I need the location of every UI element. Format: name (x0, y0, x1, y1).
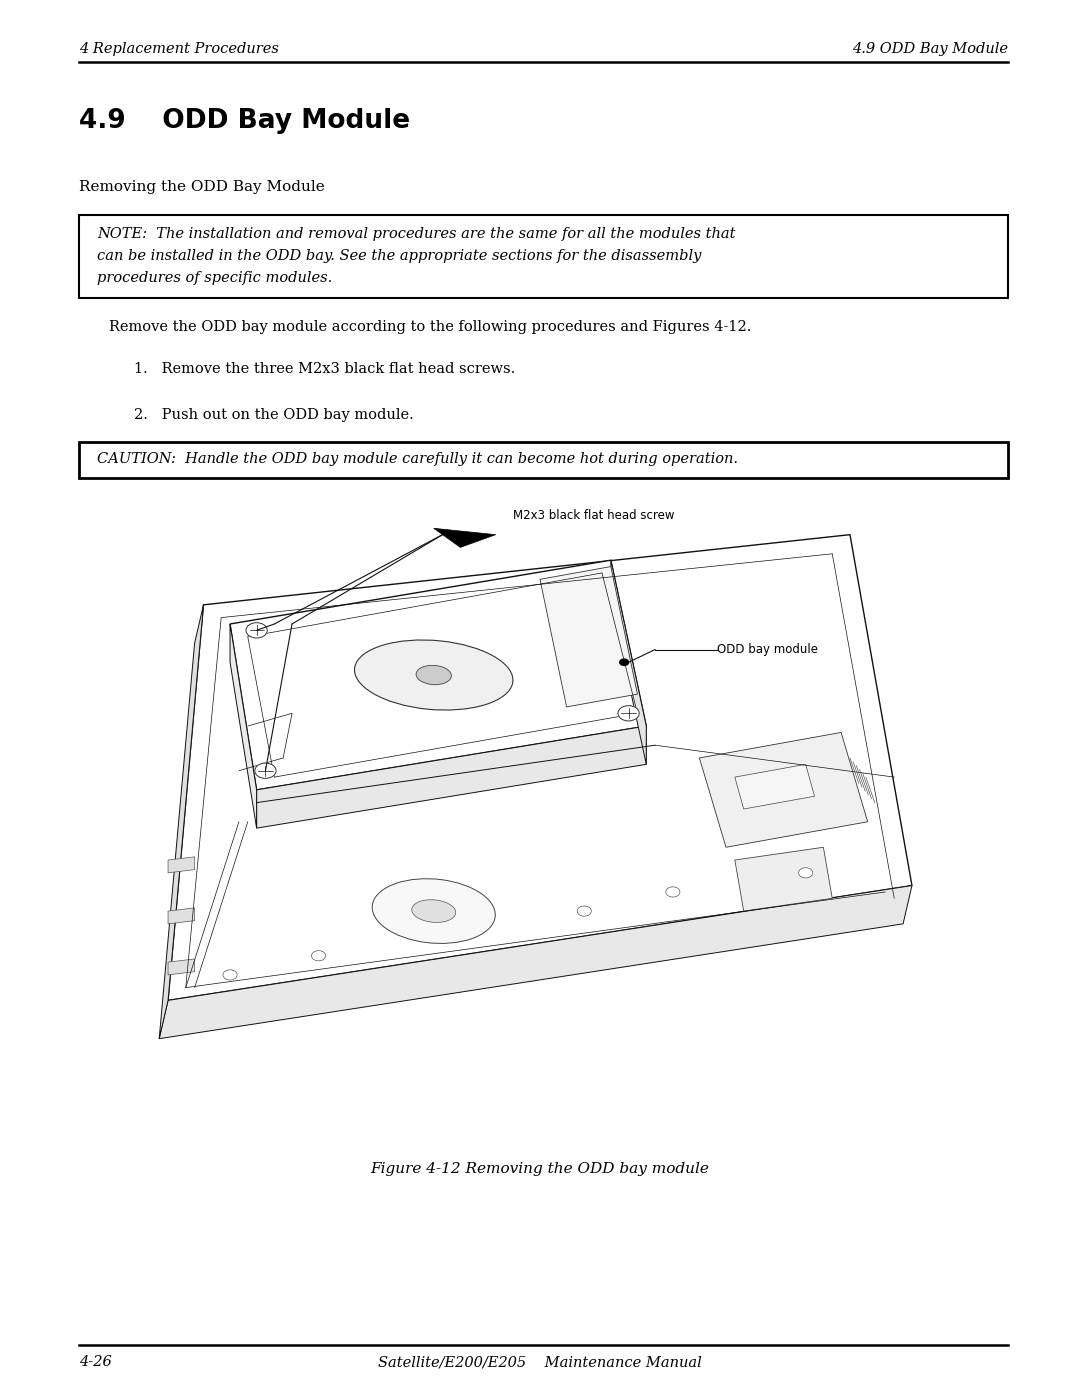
Circle shape (255, 763, 276, 778)
Polygon shape (168, 958, 194, 975)
Circle shape (246, 623, 267, 638)
Text: CAUTION:  Handle the ODD bay module carefully it can become hot during operation: CAUTION: Handle the ODD bay module caref… (97, 453, 738, 467)
FancyBboxPatch shape (79, 215, 1008, 298)
Circle shape (620, 659, 629, 665)
Polygon shape (257, 726, 646, 828)
Polygon shape (230, 624, 257, 828)
Polygon shape (159, 605, 203, 1039)
Text: 4-26: 4-26 (79, 1355, 111, 1369)
Text: Figure 4-12 Removing the ODD bay module: Figure 4-12 Removing the ODD bay module (370, 1162, 710, 1176)
Text: 1.   Remove the three M2x3 black flat head screws.: 1. Remove the three M2x3 black flat head… (134, 362, 515, 376)
Circle shape (222, 970, 238, 979)
Circle shape (665, 887, 680, 897)
Polygon shape (230, 560, 646, 789)
Text: Removing the ODD Bay Module: Removing the ODD Bay Module (79, 180, 325, 194)
Text: NOTE:  The installation and removal procedures are the same for all the modules : NOTE: The installation and removal proce… (97, 226, 735, 242)
Polygon shape (540, 567, 637, 707)
Polygon shape (168, 856, 194, 873)
Polygon shape (611, 560, 646, 764)
Circle shape (618, 705, 639, 721)
Circle shape (577, 907, 592, 916)
Circle shape (311, 950, 326, 961)
Ellipse shape (416, 665, 451, 685)
Text: procedures of specific modules.: procedures of specific modules. (97, 271, 333, 285)
Text: 4.9    ODD Bay Module: 4.9 ODD Bay Module (79, 108, 410, 134)
Polygon shape (159, 886, 912, 1039)
Text: 2.   Push out on the ODD bay module.: 2. Push out on the ODD bay module. (134, 408, 414, 422)
Text: 4 Replacement Procedures: 4 Replacement Procedures (79, 42, 279, 56)
Text: Satellite/E200/E205    Maintenance Manual: Satellite/E200/E205 Maintenance Manual (378, 1355, 702, 1369)
Polygon shape (734, 764, 814, 809)
FancyBboxPatch shape (79, 441, 1008, 478)
Text: M2x3 black flat head screw: M2x3 black flat head screw (513, 509, 675, 522)
Polygon shape (168, 908, 194, 923)
Circle shape (798, 868, 813, 877)
Polygon shape (700, 732, 867, 847)
Polygon shape (734, 847, 833, 911)
Text: can be installed in the ODD bay. See the appropriate sections for the disassembl: can be installed in the ODD bay. See the… (97, 249, 701, 263)
Ellipse shape (373, 879, 496, 943)
Ellipse shape (411, 900, 456, 922)
Text: 4.9 ODD Bay Module: 4.9 ODD Bay Module (852, 42, 1008, 56)
Text: ODD bay module: ODD bay module (717, 643, 819, 657)
Polygon shape (434, 528, 496, 548)
Ellipse shape (354, 640, 513, 710)
Polygon shape (168, 535, 912, 1000)
Text: Remove the ODD bay module according to the following procedures and Figures 4-12: Remove the ODD bay module according to t… (109, 320, 752, 334)
